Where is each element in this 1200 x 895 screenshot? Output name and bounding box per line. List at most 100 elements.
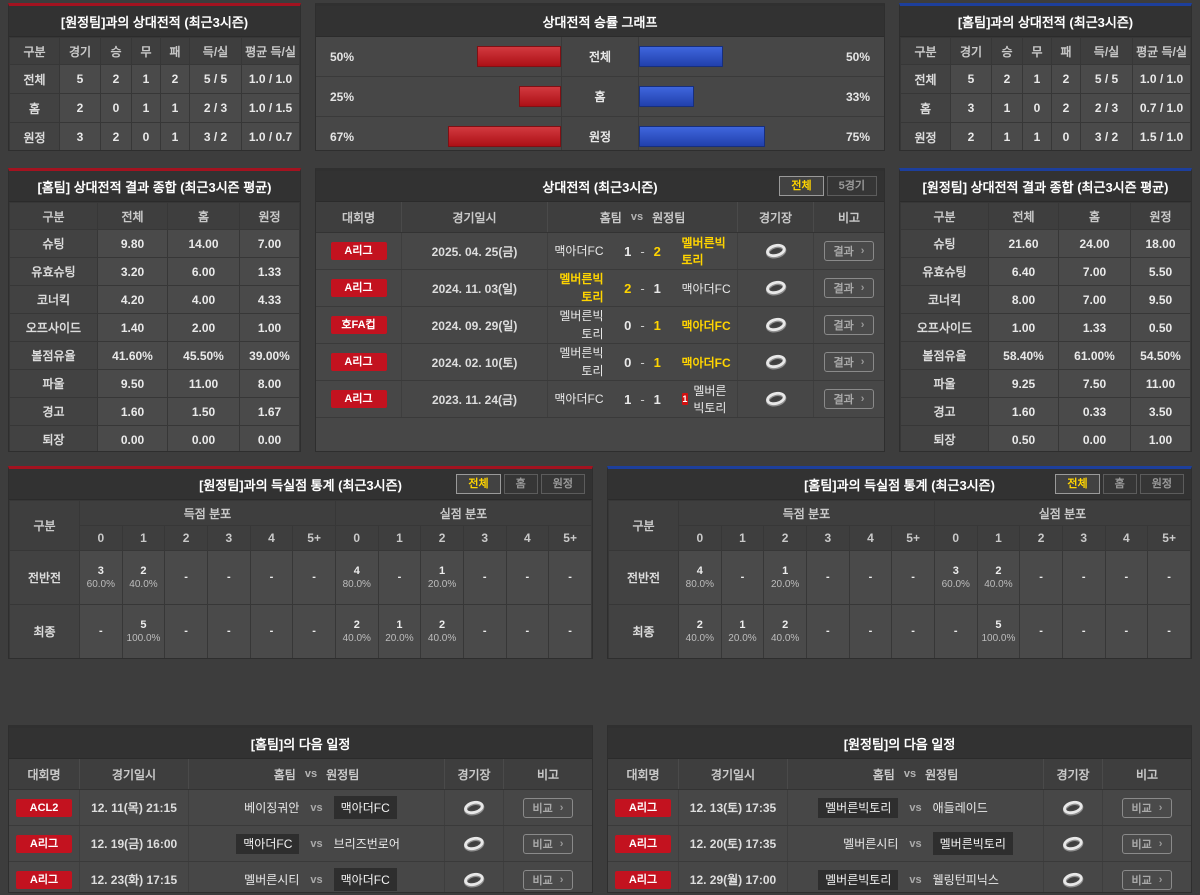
panel-goal-stats-vs-away: [원정팀]과의 득실점 통계 (최근3시즌) 전체 홈 원정 구분 득점 분포 … bbox=[8, 466, 593, 659]
panel-title-text: [원정팀]과의 득실점 통계 (최근3시즌) bbox=[199, 477, 402, 493]
chevron-right-icon: › bbox=[559, 801, 564, 814]
stat-cell: 1.40 bbox=[97, 313, 168, 342]
chart-category-label: 홈 bbox=[561, 77, 639, 116]
stat-cell: - bbox=[1104, 550, 1149, 605]
row-label: 전반전 bbox=[9, 550, 80, 605]
group-header-scored: 득점 분포 bbox=[79, 500, 336, 526]
compare-button[interactable]: 비교 › bbox=[1121, 833, 1173, 854]
group-header-conceded: 실점 분포 bbox=[933, 500, 1191, 526]
tab-all[interactable]: 전체 bbox=[456, 474, 501, 494]
stat-cell: - bbox=[720, 550, 765, 605]
table-row: 경고 1.60 1.50 1.67 bbox=[9, 397, 300, 426]
table-row: 경고 1.60 0.33 3.50 bbox=[900, 397, 1191, 426]
stadium-icon[interactable] bbox=[1062, 872, 1084, 888]
compare-button[interactable]: 비교 › bbox=[522, 869, 574, 890]
panel-title-text: [홈팀]과의 득실점 통계 (최근3시즌) bbox=[804, 477, 995, 493]
compare-button[interactable]: 비교 › bbox=[522, 833, 574, 854]
stat-cell: 1.00 bbox=[1130, 425, 1191, 451]
home-team: 베이징궈안 bbox=[244, 800, 300, 815]
tab-home[interactable]: 홈 bbox=[503, 474, 538, 494]
stat-cell: 1.33 bbox=[1058, 313, 1131, 342]
stat-cell: - bbox=[1147, 550, 1191, 605]
column-header: 4 bbox=[249, 525, 294, 551]
tab-5games[interactable]: 5경기 bbox=[826, 176, 877, 196]
result-button[interactable]: 결과 › bbox=[823, 389, 875, 409]
column-header: 대회명 bbox=[316, 202, 402, 232]
home-team: 멜버른시티 bbox=[244, 872, 300, 887]
stat-cell: 7.00 bbox=[1058, 285, 1131, 314]
schedule-row-item: A리그 12. 20(토) 17:35 멜버른시티 vs 멜버른빅토리 비교 › bbox=[608, 826, 1191, 862]
away-team: 멜버른빅토리 bbox=[693, 384, 727, 415]
stadium-icon[interactable] bbox=[765, 354, 787, 370]
compare-button[interactable]: 비교 › bbox=[522, 797, 574, 818]
column-header: 구분 bbox=[9, 202, 98, 230]
away-team: 맥아더FC bbox=[681, 281, 731, 296]
stat-cell: 1.50 bbox=[167, 397, 240, 426]
match-date: 2024. 02. 10(토) bbox=[431, 355, 518, 370]
row-label: 코너킥 bbox=[9, 285, 98, 314]
column-header: 0 bbox=[678, 525, 722, 551]
vs-label: vs bbox=[630, 211, 644, 223]
stadium-icon[interactable] bbox=[1062, 800, 1084, 816]
tab-all[interactable]: 전체 bbox=[1055, 474, 1100, 494]
stat-cell: 2 bbox=[59, 93, 101, 123]
table-row: 퇴장 0.50 0.00 1.00 bbox=[900, 425, 1191, 451]
row-label: 오프사이드 bbox=[9, 313, 98, 342]
row-label: 원정 bbox=[9, 122, 60, 150]
league-badge: A리그 bbox=[330, 390, 387, 408]
win-rate-chart: 50% 전체 50% 25% 홈 33% 67% 원정 bbox=[316, 37, 884, 150]
tab-home[interactable]: 홈 bbox=[1102, 474, 1137, 494]
match-score: 0-1 bbox=[624, 354, 661, 370]
away-team: 멜버른빅토리 bbox=[932, 832, 1013, 855]
stat-cell: - bbox=[933, 604, 978, 658]
stadium-icon[interactable] bbox=[463, 872, 485, 888]
match-date: 12. 20(토) 17:35 bbox=[689, 837, 777, 851]
column-header: 1 bbox=[720, 525, 765, 551]
stat-cell: 0.50 bbox=[988, 425, 1059, 451]
tab-away[interactable]: 원정 bbox=[540, 474, 585, 494]
compare-button[interactable]: 비교 › bbox=[1121, 869, 1173, 890]
stadium-icon[interactable] bbox=[765, 391, 787, 407]
result-button[interactable]: 결과 › bbox=[823, 278, 875, 298]
tab-all[interactable]: 전체 bbox=[779, 176, 824, 196]
left-percent-label: 25% bbox=[330, 89, 355, 104]
column-header: 비고 bbox=[1135, 767, 1159, 782]
stadium-icon[interactable] bbox=[765, 280, 787, 296]
result-button[interactable]: 결과 › bbox=[823, 352, 875, 372]
compare-button[interactable]: 비교 › bbox=[1121, 797, 1173, 818]
away-record-table: 구분 경기 승 무 패 득/실 평균 득/실 전체 5 2 1 2 5 / 5 bbox=[9, 37, 300, 150]
stat-cell: 9.50 bbox=[97, 369, 168, 398]
match-row: A리그 2024. 11. 03(일) 멜버른빅토리 2-1 맥아더FC 결과 › bbox=[316, 270, 884, 307]
stadium-icon[interactable] bbox=[765, 317, 787, 333]
column-header: 무 bbox=[131, 37, 161, 65]
stadium-icon[interactable] bbox=[765, 243, 787, 259]
row-label: 최종 bbox=[9, 604, 80, 658]
row-label: 최종 bbox=[608, 604, 679, 658]
row-label: 경고 bbox=[900, 397, 989, 426]
table-row: 원정 2 1 1 0 3 / 2 1.5 / 1.0 bbox=[900, 122, 1191, 150]
stat-cell: 1.67 bbox=[239, 397, 300, 426]
result-button[interactable]: 결과 › bbox=[823, 241, 875, 261]
stat-cell: 1.33 bbox=[239, 257, 300, 286]
stat-cell: 2 bbox=[1051, 93, 1081, 123]
match-row: A리그 2025. 04. 25(금) 맥아더FC 1-2 멜버른빅토리 결과 › bbox=[316, 233, 884, 270]
stat-cell: 1 20.0% bbox=[720, 604, 765, 658]
stat-cell: 3.50 bbox=[1130, 397, 1191, 426]
home-score: 1 bbox=[624, 391, 632, 407]
stadium-icon[interactable] bbox=[1062, 836, 1084, 852]
home-team: 멜버른빅토리 bbox=[818, 797, 899, 818]
stadium-icon[interactable] bbox=[463, 800, 485, 816]
vs-label: vs bbox=[310, 873, 323, 886]
stat-cell: 1 bbox=[131, 64, 161, 94]
result-button[interactable]: 결과 › bbox=[823, 315, 875, 335]
stat-cell: 1.0 / 0.7 bbox=[241, 122, 300, 150]
stat-cell: 1.00 bbox=[239, 313, 300, 342]
league-badge: 호FA컵 bbox=[330, 316, 387, 334]
tab-away[interactable]: 원정 bbox=[1139, 474, 1184, 494]
home-score: 1 bbox=[624, 243, 632, 259]
stat-cell: 3 / 2 bbox=[189, 122, 242, 150]
panel-home-next-schedule: [홈팀]의 다음 일정 대회명 경기일시 홈팀 vs 원정팀 경기장 비고 AC… bbox=[8, 725, 593, 893]
stadium-icon[interactable] bbox=[463, 836, 485, 852]
stat-cell: 58.40% bbox=[988, 341, 1059, 370]
stat-cell: 5 bbox=[59, 64, 101, 94]
